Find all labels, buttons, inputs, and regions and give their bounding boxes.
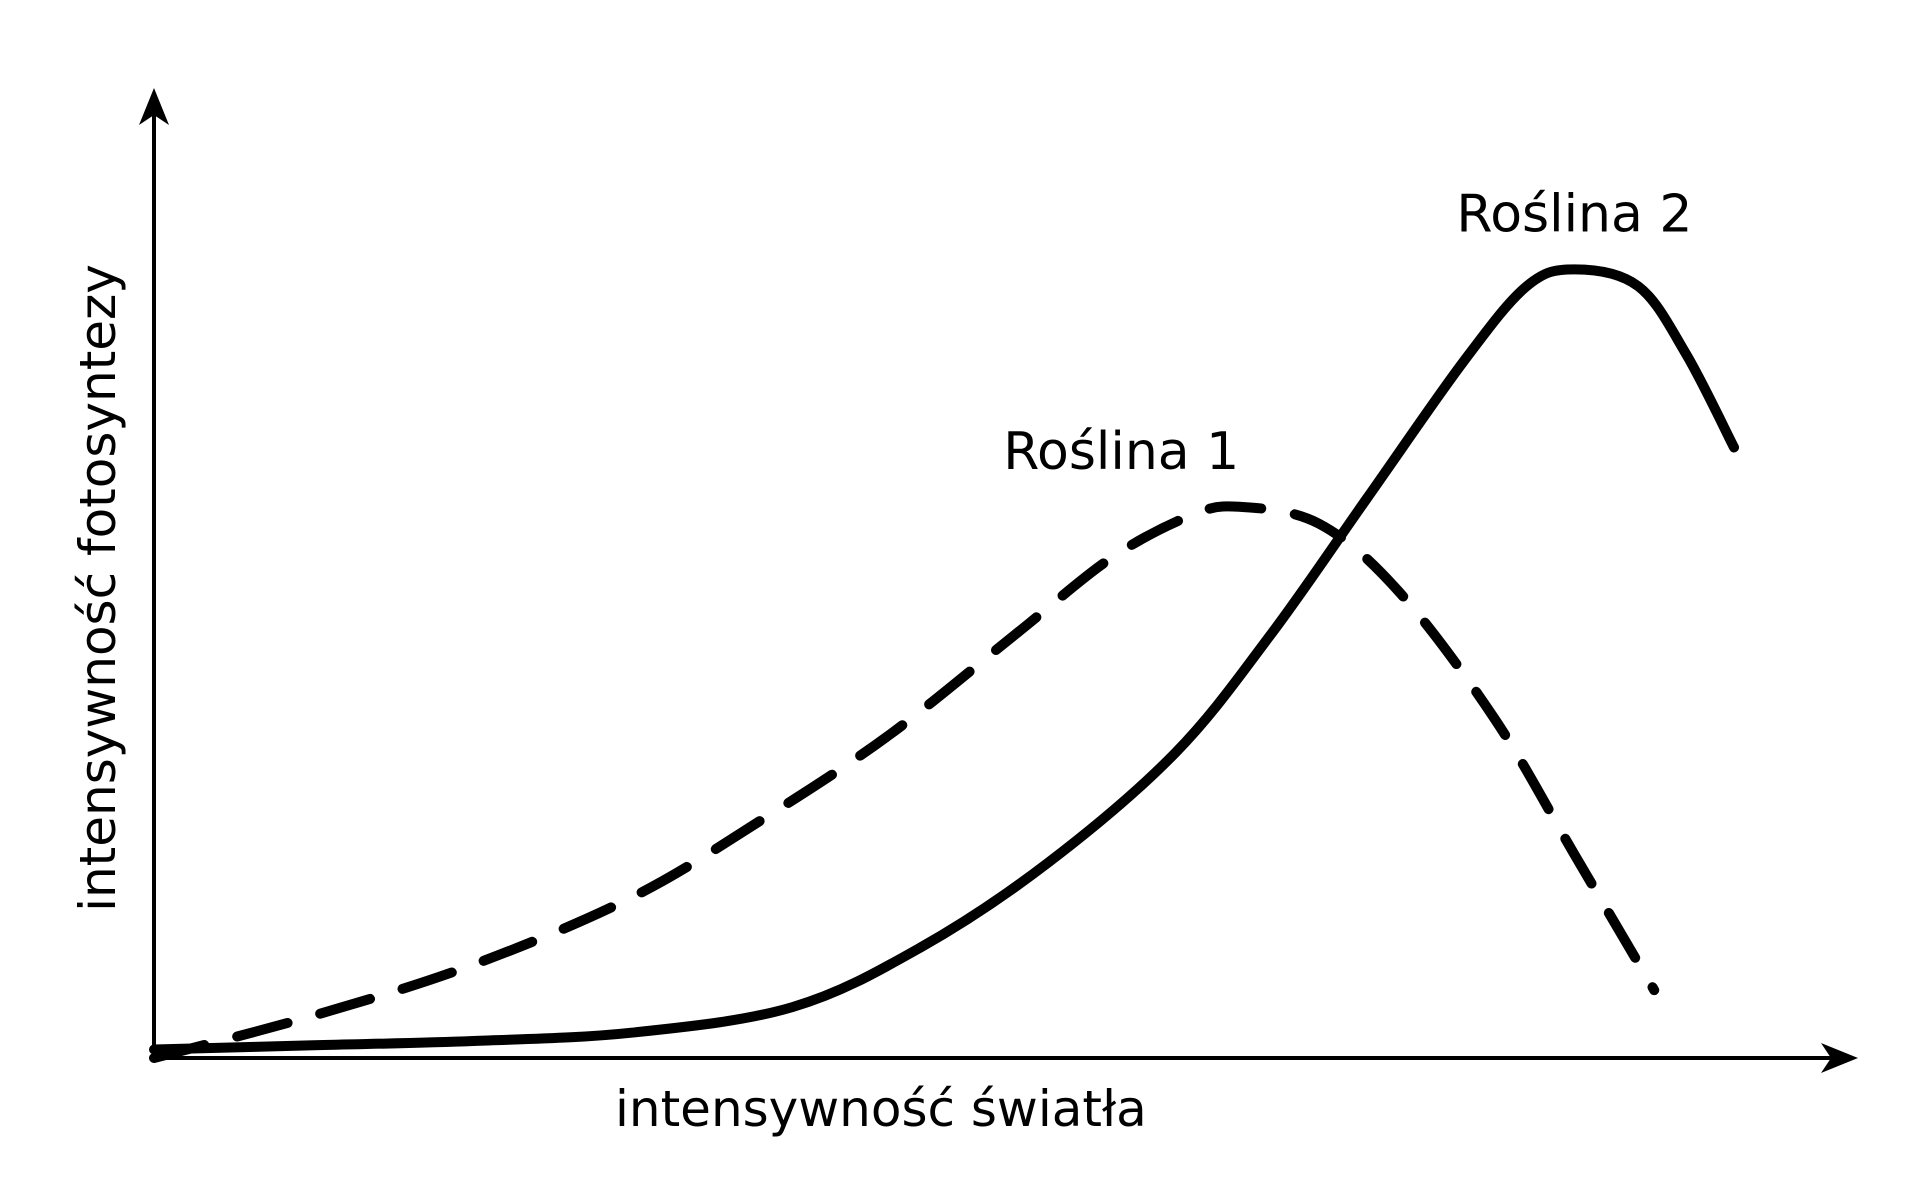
series-label-1: Roślina 1 xyxy=(1003,422,1239,482)
series-group: Roślina 1 Roślina 2 xyxy=(149,184,1740,1063)
series-line-1 xyxy=(149,501,1660,1063)
y-axis-label: intensywność fotosyntezy xyxy=(69,264,127,912)
axes xyxy=(139,88,1858,1073)
x-axis-label: intensywność światła xyxy=(615,1080,1147,1138)
series-line-2 xyxy=(149,264,1740,1055)
x-axis-arrowhead xyxy=(1821,1043,1858,1073)
series-label-2: Roślina 2 xyxy=(1456,184,1692,244)
y-axis-arrowhead xyxy=(139,88,169,125)
